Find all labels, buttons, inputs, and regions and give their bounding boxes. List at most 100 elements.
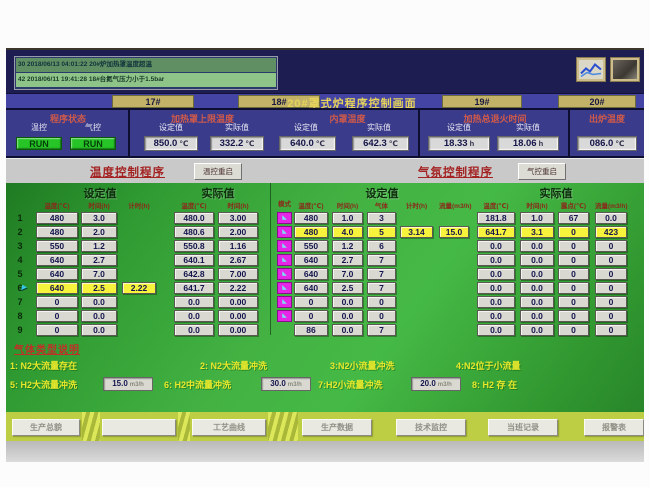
nav-button-1[interactable]: 生产总貌 — [12, 419, 80, 436]
gas-mode-icon[interactable]: ◣ — [277, 226, 292, 238]
set-label: 设定值 — [447, 123, 471, 132]
tab-17[interactable]: 17# — [112, 95, 194, 108]
set-temp-cell[interactable]: 640 — [36, 282, 78, 294]
actual-temp-cell: 480.0 — [174, 212, 214, 224]
heating-cover-title: 加热罩上限温度 — [170, 114, 234, 124]
gas-type-cell[interactable]: 5 — [367, 226, 396, 238]
set-temp-cell[interactable]: 640 — [36, 254, 78, 266]
timer-cell: 3.14 — [400, 226, 433, 238]
gas-program-row: ◣ 480 1.0 3 181.8 1.0 67 0.0 — [271, 211, 644, 225]
set-temp-cell[interactable]: 0 — [36, 310, 78, 322]
tab-19[interactable]: 19# — [442, 95, 522, 108]
gas-mode-icon[interactable]: ◣ — [277, 310, 292, 322]
heating-cover-set-value[interactable]: 850.0 ℃ — [144, 136, 198, 151]
divider-stripes — [82, 412, 100, 441]
set-time-cell[interactable]: 1.0 — [332, 212, 363, 224]
anneal-time-actual-value: 18.06 h — [497, 136, 559, 151]
temp-restart-button[interactable]: 温控重启 — [194, 163, 242, 180]
set-temp-cell[interactable]: 640 — [294, 282, 328, 294]
tab-18[interactable]: 18# — [238, 95, 320, 108]
table-divider — [270, 183, 271, 335]
set-temp-cell[interactable]: 640 — [294, 254, 328, 266]
actual-temp-cell: 0.0 — [174, 324, 214, 336]
set-time-cell[interactable]: 1.2 — [81, 240, 117, 252]
set-label: 设定值 — [294, 123, 318, 132]
alarm-row[interactable]: 30 2018/06/13 04:01:22 20#炉加热罩温度超温 — [16, 58, 276, 72]
flow-setpoint-input[interactable]: 20.0 m3/h — [411, 377, 461, 391]
set-time-cell[interactable]: 7.0 — [81, 268, 117, 280]
gas-type-cell[interactable]: 0 — [367, 296, 396, 308]
col-header: 时间(h) — [227, 202, 249, 210]
set-time-cell[interactable]: 0.0 — [332, 296, 363, 308]
set-temp-cell[interactable]: 480 — [294, 212, 328, 224]
set-time-cell[interactable]: 3.0 — [81, 212, 117, 224]
nav-button-7[interactable]: 报警表 — [584, 419, 644, 436]
trend-icon[interactable] — [576, 57, 606, 82]
actual-temp-cell: 480.6 — [174, 226, 214, 238]
set-temp-cell[interactable]: 86 — [294, 324, 328, 336]
set-temp-cell[interactable]: 480 — [36, 226, 78, 238]
row-number: 6 — [17, 283, 23, 293]
gas-type-cell[interactable]: 7 — [367, 268, 396, 280]
set-temp-cell[interactable]: 480 — [294, 226, 328, 238]
gas-mode-icon[interactable]: ◣ — [277, 282, 292, 294]
set-temp-cell[interactable]: 550 — [36, 240, 78, 252]
nav-button-2[interactable] — [102, 419, 176, 436]
nav-button-3[interactable]: 工艺曲线 — [192, 419, 266, 436]
set-temp-cell[interactable]: 0 — [294, 296, 328, 308]
set-temp-cell[interactable]: 0 — [36, 324, 78, 336]
furnace-photo-icon[interactable] — [610, 57, 640, 82]
set-temp-cell[interactable]: 0 — [294, 310, 328, 322]
set-time-cell[interactable]: 2.7 — [332, 254, 363, 266]
set-time-cell[interactable]: 0.0 — [332, 324, 363, 336]
set-time-cell[interactable]: 7.0 — [332, 268, 363, 280]
alarm-list[interactable]: 30 2018/06/13 04:01:22 20#炉加热罩温度超温 42 20… — [14, 56, 278, 90]
set-time-cell[interactable]: 2.5 — [81, 282, 117, 294]
gas-mode-icon[interactable]: ◣ — [277, 296, 292, 308]
nav-button-4[interactable]: 生产数据 — [302, 419, 372, 436]
gas-mode-icon[interactable]: ◣ — [277, 268, 292, 280]
actual-time-cell: 2.00 — [218, 226, 258, 238]
gas-restart-button[interactable]: 气控重启 — [518, 163, 566, 180]
set-time-cell[interactable]: 2.5 — [332, 282, 363, 294]
alarm-row[interactable]: 42 2018/06/11 19:41:28 18#台氮气压力小于1.5bar — [16, 73, 276, 87]
tab-20[interactable]: 20# — [558, 95, 636, 108]
set-temp-cell[interactable]: 640 — [36, 268, 78, 280]
set-temp-cell[interactable]: 550 — [294, 240, 328, 252]
gas-mode-icon[interactable]: ◣ — [277, 240, 292, 252]
set-time-cell[interactable]: 0.0 — [81, 296, 117, 308]
flow-setpoint-input[interactable]: 15.0 m3/h — [103, 377, 153, 391]
set-temp-cell[interactable]: 480 — [36, 212, 78, 224]
nav-button-5[interactable]: 技术监控 — [396, 419, 466, 436]
gas-type-label: 8: H2 存 在 — [472, 380, 518, 390]
set-time-cell[interactable]: 0.0 — [81, 324, 117, 336]
set-temp-cell[interactable]: 640 — [294, 268, 328, 280]
anneal-time-set-value[interactable]: 18.33 h — [428, 136, 490, 151]
gas-type-label: 5: H2大流量冲洗 — [10, 380, 78, 390]
gas-type-cell[interactable]: 3 — [367, 212, 396, 224]
set-temp-cell[interactable]: 0 — [36, 296, 78, 308]
flow-unit-label: m3/h — [437, 382, 452, 388]
actual-temp-cell: 0.0 — [477, 282, 515, 294]
gas-type-cell[interactable]: 0 — [367, 310, 396, 322]
temp-program-row: 9 0 0.0 0.0 0.00 — [6, 323, 270, 337]
col-header: 时间(h) — [336, 202, 359, 210]
set-time-cell[interactable]: 1.2 — [332, 240, 363, 252]
gas-type-cell[interactable]: 6 — [367, 240, 396, 252]
gas-type-cell[interactable]: 7 — [367, 282, 396, 294]
gas-type-cell[interactable]: 7 — [367, 324, 396, 336]
set-time-cell[interactable]: 0.0 — [332, 310, 363, 322]
set-time-cell[interactable]: 4.0 — [332, 226, 363, 238]
temp-table-header-row: 温度(℃) 时间(h) 计时(h) 温度(℃) 时间(h) — [6, 198, 270, 211]
inner-cover-set-value[interactable]: 640.0 ℃ — [279, 136, 336, 151]
nav-button-6[interactable]: 当班记录 — [488, 419, 558, 436]
gas-type-cell[interactable]: 7 — [367, 254, 396, 266]
flow-setpoint-input[interactable]: 30.0 m3/h — [261, 377, 311, 391]
discharge-temp-value: 086.0 ℃ — [577, 136, 637, 151]
set-time-cell[interactable]: 2.0 — [81, 226, 117, 238]
actual-temp-cell: 181.8 — [477, 212, 515, 224]
set-time-cell[interactable]: 2.7 — [81, 254, 117, 266]
gas-mode-icon[interactable]: ◣ — [277, 254, 292, 266]
gas-mode-icon[interactable]: ◣ — [277, 212, 292, 224]
set-time-cell[interactable]: 0.0 — [81, 310, 117, 322]
